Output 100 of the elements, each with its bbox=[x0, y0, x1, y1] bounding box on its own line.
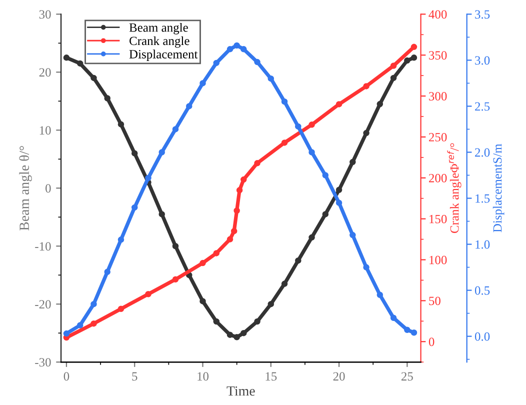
point bbox=[226, 332, 234, 338]
point bbox=[410, 54, 418, 61]
point bbox=[240, 46, 247, 52]
legend-label: Displacement bbox=[129, 50, 198, 61]
point bbox=[236, 187, 243, 194]
y-tick-label: 20 bbox=[39, 68, 51, 77]
point bbox=[376, 292, 384, 298]
point bbox=[410, 329, 418, 336]
point bbox=[145, 174, 152, 182]
point bbox=[268, 75, 274, 82]
point bbox=[281, 140, 288, 146]
point bbox=[200, 298, 206, 304]
point bbox=[254, 58, 260, 66]
y-tick-label: -20 bbox=[35, 300, 51, 309]
point bbox=[213, 60, 220, 66]
y3-tick-label: 3.5 bbox=[475, 10, 490, 19]
y3-tick-label: 1.5 bbox=[476, 194, 490, 203]
x-tick-label: 10 bbox=[198, 372, 209, 381]
point bbox=[118, 121, 124, 128]
point bbox=[363, 264, 370, 270]
point bbox=[295, 123, 302, 130]
point bbox=[336, 200, 342, 206]
point bbox=[172, 242, 179, 250]
point bbox=[308, 122, 315, 128]
point bbox=[410, 44, 418, 50]
y2-tick-label: 350 bbox=[429, 51, 447, 60]
point bbox=[281, 280, 288, 287]
y-tick-label: 0 bbox=[46, 184, 51, 193]
point bbox=[145, 291, 152, 298]
x-tick-label: 20 bbox=[333, 372, 345, 381]
legend-label: Beam angle bbox=[129, 23, 188, 34]
x-tick-label: 25 bbox=[401, 372, 413, 381]
y-tick-label: -30 bbox=[35, 358, 51, 367]
point bbox=[404, 326, 410, 333]
y3-tick-label: 3.0 bbox=[475, 56, 490, 65]
x-tick-label: 15 bbox=[266, 372, 277, 381]
point bbox=[390, 74, 397, 82]
y3-tick-label: 0.5 bbox=[474, 286, 490, 295]
y3-tick-label: 2.0 bbox=[475, 148, 490, 157]
point bbox=[104, 95, 110, 102]
point bbox=[322, 211, 329, 218]
point bbox=[104, 268, 110, 275]
point bbox=[76, 60, 84, 67]
point bbox=[390, 314, 397, 322]
point bbox=[213, 318, 220, 325]
legend-label: Crank angle bbox=[130, 36, 190, 48]
point bbox=[90, 300, 97, 308]
point bbox=[308, 149, 315, 156]
y2-tick-label: 300 bbox=[429, 92, 447, 100]
x-tick-label: 0 bbox=[64, 372, 70, 381]
point bbox=[234, 208, 240, 214]
y2-tick-label: 200 bbox=[428, 174, 447, 182]
point bbox=[230, 228, 238, 234]
y2-tick-label: 50 bbox=[429, 296, 440, 306]
y2-tick-label: 250 bbox=[428, 132, 447, 142]
y-tick-label: 10 bbox=[40, 126, 51, 135]
point bbox=[295, 257, 302, 264]
y-axis-title: Beam angle θ/° bbox=[19, 146, 32, 230]
x-axis-title: Time bbox=[226, 386, 255, 396]
point bbox=[226, 236, 234, 242]
point bbox=[200, 80, 206, 86]
point bbox=[158, 211, 165, 218]
y2-tick-label: 400 bbox=[428, 10, 447, 19]
y3-axis-title: DisplacementS/m bbox=[492, 144, 504, 232]
y-tick-label: 30 bbox=[39, 10, 51, 19]
point bbox=[308, 234, 315, 241]
point bbox=[322, 172, 329, 178]
point bbox=[90, 74, 97, 82]
point bbox=[200, 260, 206, 266]
point bbox=[254, 318, 260, 325]
y2-tick-label: 100 bbox=[430, 256, 447, 264]
point bbox=[254, 160, 260, 166]
point bbox=[131, 150, 138, 156]
point bbox=[376, 100, 384, 108]
point bbox=[336, 101, 342, 108]
point bbox=[213, 250, 220, 256]
y2-tick-label: 150 bbox=[430, 214, 447, 224]
point bbox=[350, 232, 356, 238]
point bbox=[118, 306, 124, 312]
point bbox=[240, 176, 247, 183]
y-tick-label: -10 bbox=[35, 242, 51, 251]
point bbox=[90, 320, 97, 327]
y3-tick-label: 0.0 bbox=[474, 332, 490, 341]
point bbox=[118, 236, 124, 243]
point bbox=[390, 62, 397, 69]
point bbox=[158, 149, 165, 156]
point bbox=[234, 42, 240, 49]
point bbox=[363, 83, 370, 90]
point bbox=[76, 322, 84, 328]
point bbox=[63, 330, 70, 337]
point bbox=[350, 158, 356, 166]
point bbox=[186, 103, 192, 110]
point bbox=[226, 46, 234, 52]
point bbox=[268, 300, 274, 308]
y2-tick-label: 0 bbox=[428, 338, 434, 346]
point bbox=[281, 98, 288, 105]
point bbox=[363, 130, 370, 136]
point bbox=[172, 276, 179, 283]
y3-tick-label: 1.0 bbox=[476, 240, 490, 249]
point bbox=[336, 186, 342, 193]
